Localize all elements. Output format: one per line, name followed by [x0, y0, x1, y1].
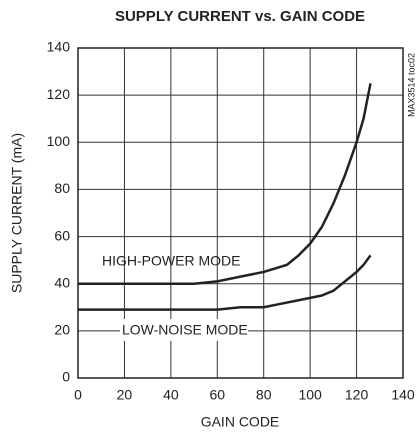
y-tick-label: 100 — [47, 133, 71, 149]
y-tick-label: 120 — [47, 86, 71, 102]
y-tick-label: 140 — [47, 39, 71, 55]
series-label: LOW-NOISE MODE — [122, 322, 248, 338]
x-tick-label: 140 — [391, 387, 415, 403]
series-line — [78, 254, 372, 311]
series-line — [78, 83, 372, 285]
x-tick-label: 120 — [345, 387, 369, 403]
y-tick-label: 40 — [54, 274, 70, 290]
plot-frame — [77, 47, 404, 379]
y-tick-label: 20 — [54, 322, 70, 338]
series-label: HIGH-POWER MODE — [102, 253, 240, 269]
x-tick-label: 100 — [298, 387, 322, 403]
x-tick-label: 0 — [74, 387, 82, 403]
y-tick-label: 80 — [54, 180, 70, 196]
side-note: MAX3514 toc02 — [406, 53, 416, 117]
x-tick-label: 20 — [117, 387, 133, 403]
x-tick-label: 80 — [256, 387, 272, 403]
label-box — [120, 319, 248, 341]
y-axis-label: SUPPLY CURRENT (mA) — [9, 133, 25, 293]
x-tick-label: 40 — [163, 387, 179, 403]
y-tick-label: 60 — [54, 227, 70, 243]
x-axis-label: GAIN CODE — [201, 414, 280, 430]
y-tick-label: 0 — [62, 369, 70, 385]
x-tick-label: 60 — [209, 387, 225, 403]
chart-title: SUPPLY CURRENT vs. GAIN CODE — [115, 8, 365, 25]
